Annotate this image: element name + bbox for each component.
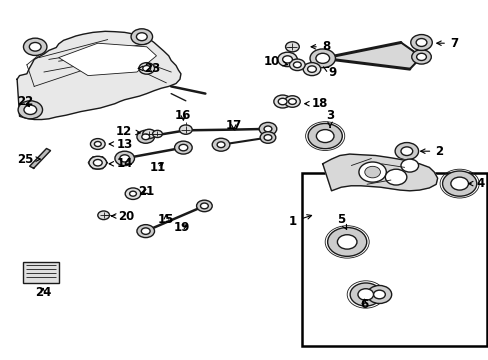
Circle shape xyxy=(139,63,154,74)
Text: 3: 3 xyxy=(325,109,333,127)
Circle shape xyxy=(129,191,136,196)
Circle shape xyxy=(349,283,381,306)
Circle shape xyxy=(416,53,426,60)
Circle shape xyxy=(93,159,102,166)
Circle shape xyxy=(316,130,333,143)
Text: 16: 16 xyxy=(175,109,191,122)
Bar xyxy=(302,173,486,346)
Polygon shape xyxy=(322,42,421,69)
Circle shape xyxy=(23,38,47,55)
Circle shape xyxy=(179,144,187,151)
Circle shape xyxy=(89,156,106,169)
Text: 8: 8 xyxy=(310,40,329,53)
Circle shape xyxy=(212,138,229,151)
Circle shape xyxy=(358,162,386,182)
Circle shape xyxy=(394,143,418,160)
Text: 10: 10 xyxy=(263,55,287,68)
Circle shape xyxy=(282,56,292,63)
Circle shape xyxy=(136,33,147,41)
Text: 23: 23 xyxy=(138,62,160,75)
Circle shape xyxy=(288,99,296,104)
Text: 7: 7 xyxy=(436,37,457,50)
Circle shape xyxy=(285,42,299,52)
Circle shape xyxy=(259,122,276,135)
Circle shape xyxy=(260,132,275,143)
Text: 14: 14 xyxy=(109,157,132,170)
Circle shape xyxy=(315,53,329,63)
Circle shape xyxy=(196,200,212,212)
Circle shape xyxy=(131,29,152,45)
Circle shape xyxy=(125,188,141,199)
Circle shape xyxy=(366,285,391,303)
Text: 5: 5 xyxy=(337,213,346,229)
Circle shape xyxy=(385,169,406,185)
Circle shape xyxy=(18,101,42,119)
Circle shape xyxy=(373,290,385,299)
Circle shape xyxy=(337,235,356,249)
Circle shape xyxy=(293,62,301,68)
Text: 24: 24 xyxy=(35,286,51,299)
Circle shape xyxy=(442,171,476,196)
Text: 21: 21 xyxy=(138,185,155,198)
Circle shape xyxy=(309,49,335,68)
Bar xyxy=(23,262,59,283)
Polygon shape xyxy=(17,31,181,120)
Circle shape xyxy=(200,203,208,209)
Circle shape xyxy=(411,50,430,64)
Text: 6: 6 xyxy=(360,298,367,311)
Text: 18: 18 xyxy=(304,97,327,110)
Circle shape xyxy=(264,135,271,140)
Text: 9: 9 xyxy=(323,66,336,78)
Text: 11: 11 xyxy=(149,161,165,174)
Circle shape xyxy=(174,141,192,154)
Circle shape xyxy=(357,289,373,300)
Text: 12: 12 xyxy=(116,125,140,138)
Polygon shape xyxy=(322,154,437,191)
Circle shape xyxy=(410,35,431,50)
Circle shape xyxy=(400,147,412,156)
Circle shape xyxy=(327,228,366,256)
Circle shape xyxy=(284,96,300,107)
Circle shape xyxy=(29,42,41,51)
Circle shape xyxy=(264,126,271,132)
Circle shape xyxy=(307,123,342,149)
Polygon shape xyxy=(30,149,50,168)
Text: 1: 1 xyxy=(288,215,311,228)
Circle shape xyxy=(217,142,224,148)
Circle shape xyxy=(179,125,192,134)
Circle shape xyxy=(278,98,286,105)
Text: 4: 4 xyxy=(468,177,484,190)
Circle shape xyxy=(90,139,105,149)
Circle shape xyxy=(142,129,155,139)
Text: 20: 20 xyxy=(111,210,134,222)
Circle shape xyxy=(115,151,134,166)
Text: 15: 15 xyxy=(158,213,174,226)
Text: 13: 13 xyxy=(109,138,132,150)
Text: 22: 22 xyxy=(17,95,34,108)
Circle shape xyxy=(94,141,101,147)
Circle shape xyxy=(142,66,150,71)
Text: 2: 2 xyxy=(420,145,443,158)
Circle shape xyxy=(141,228,150,234)
Circle shape xyxy=(303,63,320,76)
Circle shape xyxy=(273,95,291,108)
Circle shape xyxy=(98,211,109,220)
Circle shape xyxy=(400,159,418,172)
Circle shape xyxy=(137,130,154,143)
Text: 19: 19 xyxy=(173,221,190,234)
Circle shape xyxy=(137,225,154,238)
Polygon shape xyxy=(59,43,156,76)
Circle shape xyxy=(152,130,162,138)
Circle shape xyxy=(120,155,129,162)
Circle shape xyxy=(289,59,305,71)
Circle shape xyxy=(364,166,380,178)
Circle shape xyxy=(142,134,149,140)
Circle shape xyxy=(415,39,426,46)
Circle shape xyxy=(24,105,37,114)
Circle shape xyxy=(277,52,297,67)
Text: 17: 17 xyxy=(225,119,242,132)
Circle shape xyxy=(307,66,316,72)
Text: 25: 25 xyxy=(17,153,40,166)
Circle shape xyxy=(450,177,468,190)
